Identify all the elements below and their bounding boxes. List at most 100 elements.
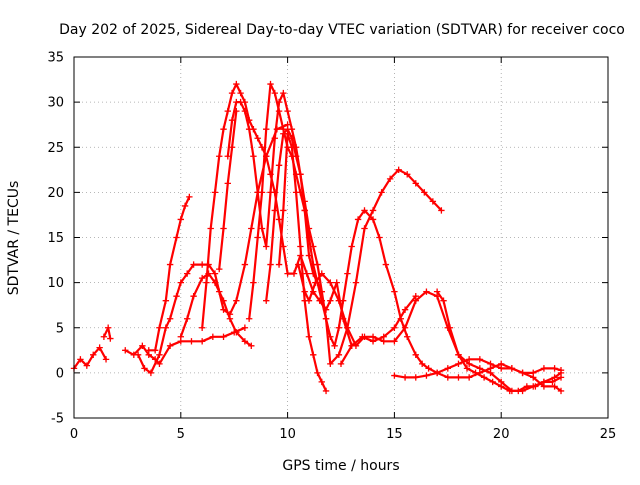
data-point xyxy=(498,360,505,368)
data-point xyxy=(401,324,409,331)
y-tick-label: 0 xyxy=(56,366,64,381)
y-tick-label: -5 xyxy=(51,412,64,427)
data-point xyxy=(318,288,325,295)
data-point xyxy=(314,261,321,268)
data-point xyxy=(211,189,219,196)
data-point xyxy=(412,292,419,300)
data-point xyxy=(245,126,253,133)
series-trace-p xyxy=(433,288,565,395)
data-point xyxy=(233,80,240,88)
data-series xyxy=(70,80,565,395)
data-point xyxy=(224,153,231,160)
data-point xyxy=(250,279,257,286)
data-point xyxy=(245,315,253,322)
data-point xyxy=(271,89,278,97)
data-point xyxy=(376,234,383,241)
data-point xyxy=(207,225,214,232)
data-point xyxy=(198,338,206,345)
data-point xyxy=(177,216,184,223)
data-point xyxy=(551,365,558,372)
data-point xyxy=(391,288,398,295)
data-point xyxy=(271,207,278,214)
data-point xyxy=(295,261,302,268)
data-point xyxy=(228,116,236,124)
data-point xyxy=(284,270,291,277)
x-tick-label: 20 xyxy=(493,427,510,442)
y-tick-label: 5 xyxy=(56,321,64,336)
data-point xyxy=(100,333,108,340)
data-point xyxy=(166,342,174,349)
data-point xyxy=(337,360,345,368)
data-point xyxy=(177,333,184,340)
data-point xyxy=(267,261,274,268)
data-point xyxy=(156,351,163,359)
data-point xyxy=(233,329,240,336)
data-point xyxy=(280,89,287,97)
data-point xyxy=(429,198,437,205)
data-point xyxy=(327,297,334,304)
data-point xyxy=(530,374,537,381)
data-point xyxy=(551,383,558,390)
data-point xyxy=(423,288,430,295)
data-point xyxy=(335,297,343,304)
data-point xyxy=(455,360,462,368)
data-point xyxy=(322,387,330,395)
data-point xyxy=(380,333,387,340)
data-point xyxy=(224,107,231,115)
y-tick-label: 25 xyxy=(47,141,64,156)
data-point xyxy=(292,189,300,196)
data-point xyxy=(348,342,355,349)
data-point xyxy=(275,216,283,223)
y-tick-label: 20 xyxy=(47,186,64,201)
data-point xyxy=(310,351,317,359)
data-point xyxy=(433,369,441,377)
data-point xyxy=(198,274,206,282)
data-point xyxy=(271,135,278,142)
x-tick-label: 0 xyxy=(70,427,78,442)
data-point xyxy=(184,270,191,277)
data-point xyxy=(489,378,496,386)
x-tick-label: 5 xyxy=(177,427,185,442)
data-point xyxy=(540,365,548,372)
data-point xyxy=(139,342,146,349)
x-tick-label: 15 xyxy=(386,427,403,442)
data-point xyxy=(344,324,351,331)
data-point xyxy=(104,324,112,331)
data-point xyxy=(284,130,291,137)
data-point xyxy=(267,80,274,88)
data-point xyxy=(348,243,355,250)
data-point xyxy=(382,261,390,268)
data-point xyxy=(438,207,445,214)
data-point xyxy=(211,279,219,286)
data-point xyxy=(305,297,313,304)
data-point xyxy=(465,360,473,368)
data-point xyxy=(211,270,219,277)
data-point xyxy=(333,279,340,286)
data-point xyxy=(220,333,227,340)
y-tick-label: 35 xyxy=(47,51,64,66)
data-point xyxy=(423,372,430,379)
data-point xyxy=(237,98,244,106)
data-point xyxy=(173,234,180,241)
data-point xyxy=(162,324,170,331)
data-point xyxy=(297,171,304,178)
y-tick-label: 10 xyxy=(47,276,64,291)
data-point xyxy=(401,374,409,381)
data-point xyxy=(241,107,249,115)
grid-lines xyxy=(74,57,608,418)
data-point xyxy=(248,225,255,232)
data-point xyxy=(275,162,283,169)
data-point xyxy=(401,306,409,313)
data-point xyxy=(275,107,283,115)
data-point xyxy=(216,153,223,160)
data-point xyxy=(331,342,338,349)
data-point xyxy=(551,374,558,381)
data-point xyxy=(303,270,311,277)
data-point xyxy=(354,216,362,223)
data-point xyxy=(314,369,321,377)
data-point xyxy=(312,279,319,286)
data-point xyxy=(412,351,419,359)
data-point xyxy=(162,297,170,304)
